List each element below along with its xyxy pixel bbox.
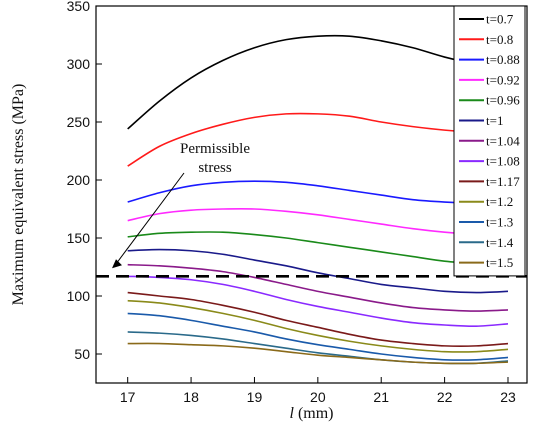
series-line-t-1 — [127, 248, 509, 294]
legend-label: t=0.8 — [486, 32, 513, 47]
y-tick-label: 100 — [67, 288, 91, 304]
legend-label: t=1.04 — [486, 133, 520, 148]
x-tick-label: 19 — [247, 389, 263, 405]
legend-label: t=0.88 — [486, 52, 520, 67]
legend-label: t=1 — [486, 113, 503, 128]
x-tick-label: 23 — [500, 389, 516, 405]
x-tick-label: 22 — [437, 389, 453, 405]
series-line-t-1-5 — [127, 342, 509, 365]
series-line-t-0-92 — [127, 207, 509, 237]
series-line-t-1-08 — [127, 275, 509, 327]
series-line-t-1-3 — [127, 312, 509, 361]
annotation-line2: stress — [198, 160, 231, 176]
legend-label: t=0.96 — [486, 93, 520, 108]
annotation-arrowhead — [112, 259, 122, 269]
plot-frame — [95, 5, 528, 384]
x-axis-symbol: l — [290, 405, 295, 422]
y-axis-title: Maximum equivalent stress (MPa) — [10, 84, 27, 306]
legend-label: t=0.7 — [486, 12, 514, 27]
series-line-t-0-7 — [127, 34, 509, 130]
y-tick-label: 200 — [67, 172, 91, 188]
x-axis-title: l (mm) — [290, 405, 334, 422]
series-line-t-1-4 — [127, 331, 509, 365]
y-tick-label: 300 — [67, 56, 91, 72]
legend-label: t=1.4 — [486, 235, 514, 250]
legend-label: t=1.2 — [486, 194, 513, 209]
legend-label: t=1.5 — [486, 255, 513, 270]
y-tick-label: 150 — [67, 230, 91, 246]
x-tick-label: 17 — [120, 389, 136, 405]
x-axis-unit: (mm) — [294, 405, 334, 422]
x-tick-label: 20 — [310, 389, 326, 405]
series-line-t-1-17 — [127, 291, 509, 347]
y-tick-label: 350 — [67, 0, 91, 14]
legend-label: t=1.3 — [486, 215, 513, 230]
series-line-t-1-04 — [127, 263, 509, 312]
annotation-line1: Permissible — [180, 141, 250, 157]
series-line-t-0-8 — [127, 112, 509, 167]
x-tick-label: 21 — [373, 389, 389, 405]
y-tick-label: 50 — [74, 346, 90, 362]
y-tick-label: 250 — [67, 114, 91, 130]
legend-label: t=0.92 — [486, 72, 520, 87]
legend-label: t=1.17 — [486, 174, 520, 189]
x-tick-label: 18 — [183, 389, 199, 405]
series-line-t-0-96 — [127, 231, 509, 266]
annotation-arrow — [114, 172, 185, 266]
series-line-t-0-88 — [127, 180, 508, 205]
series-line-t-1-2 — [127, 299, 509, 353]
legend-label: t=1.08 — [486, 154, 520, 169]
